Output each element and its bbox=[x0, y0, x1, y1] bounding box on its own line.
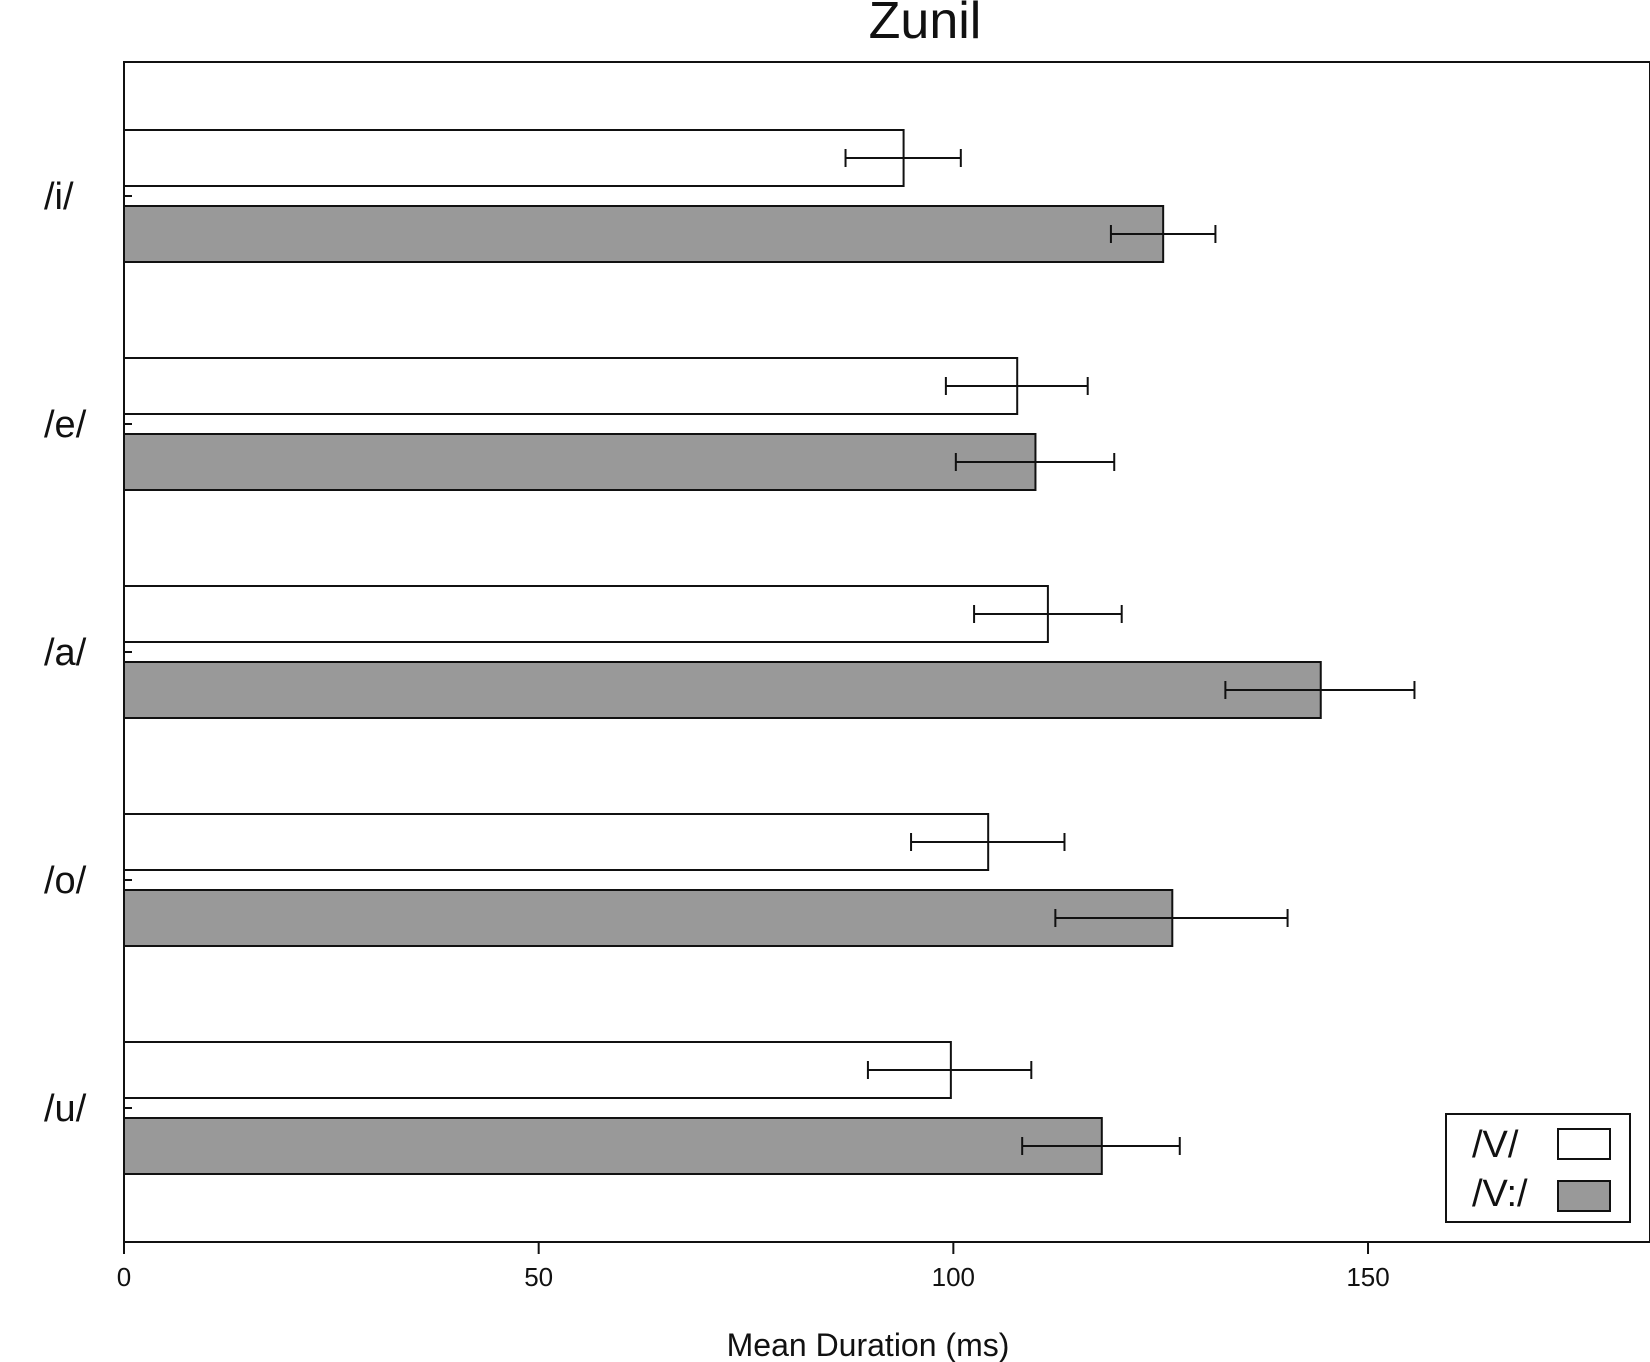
y-axis: /i/ /e/ /a/ /o/ /u/ bbox=[44, 176, 132, 1130]
bar-long bbox=[123, 1117, 1103, 1175]
category-label: /i/ bbox=[44, 176, 74, 218]
category-label: /a/ bbox=[44, 632, 87, 674]
category-label: /u/ bbox=[44, 1088, 87, 1130]
category-label: /e/ bbox=[44, 404, 87, 446]
bar-short bbox=[123, 585, 1049, 643]
bar-short bbox=[123, 357, 1019, 415]
chart-title: Zunil bbox=[869, 0, 982, 50]
bars bbox=[123, 129, 1416, 1175]
legend-label-short: /V/ bbox=[1472, 1124, 1519, 1166]
legend-swatch-long bbox=[1557, 1180, 1611, 1212]
x-tick-label: 0 bbox=[117, 1262, 131, 1292]
x-axis: 0 50 100 150 bbox=[117, 1242, 1390, 1292]
bar-short bbox=[123, 813, 990, 871]
legend-label-long: /V:/ bbox=[1472, 1173, 1528, 1215]
bar-long bbox=[123, 889, 1174, 947]
bar-long bbox=[123, 661, 1322, 719]
x-tick-label: 150 bbox=[1346, 1262, 1389, 1292]
x-axis-label: Mean Duration (ms) bbox=[727, 1327, 1010, 1362]
category-label: /o/ bbox=[44, 860, 87, 902]
legend: /V/ /V:/ bbox=[1445, 1113, 1631, 1223]
bar-short bbox=[123, 1041, 952, 1099]
x-tick-label: 100 bbox=[932, 1262, 975, 1292]
x-tick-label: 50 bbox=[524, 1262, 553, 1292]
legend-swatch-short bbox=[1557, 1128, 1611, 1160]
bar-long bbox=[123, 433, 1037, 491]
bar-short bbox=[123, 129, 905, 187]
bar-long bbox=[123, 205, 1165, 263]
